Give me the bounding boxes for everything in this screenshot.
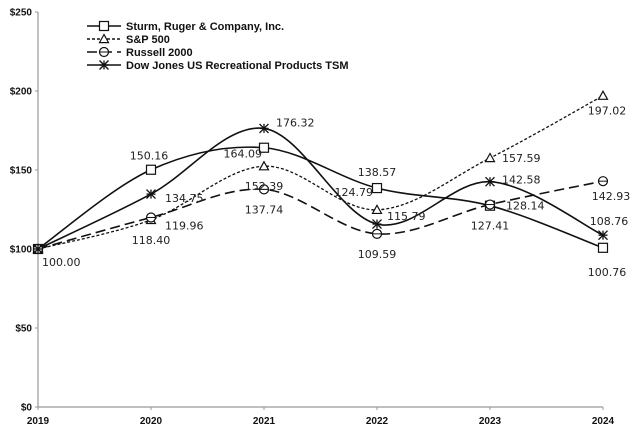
data-point (145, 164, 157, 175)
legend-label: Sturm, Ruger & Company, Inc. (126, 21, 284, 33)
data-label: 134.75 (165, 192, 204, 205)
data-labels: 100.00 150.16 164.09 138.57 127.41 100.76 118.… (42, 105, 630, 279)
data-point (598, 230, 608, 241)
data-point (146, 189, 156, 200)
data-label: 142.58 (502, 174, 541, 187)
square-marker (597, 242, 609, 253)
legend-label: Dow Jones US Recreational Products TSM (126, 60, 349, 72)
data-label: 137.74 (245, 203, 284, 216)
data-point (33, 244, 43, 254)
data-point (597, 242, 609, 253)
y-tick-label: $100 (10, 245, 33, 256)
axes: $0 $50 $100 $150 $200 $250 2019 2020 2021 2022 202… (10, 8, 615, 428)
data-label: 176.32 (276, 116, 315, 129)
legend-item: S&P 500 (87, 33, 170, 46)
data-point (258, 184, 270, 195)
data-label: 164.09 (224, 148, 263, 161)
data-point (371, 204, 383, 215)
data-point (145, 212, 157, 223)
x-tick-label: 2024 (592, 416, 615, 427)
triangle-marker (371, 204, 383, 215)
data-point (258, 142, 270, 153)
x-tick-label: 2021 (253, 416, 276, 427)
legend-label: S&P 500 (126, 34, 170, 46)
legend-swatch-marker (98, 20, 110, 32)
triangle-marker (258, 160, 270, 171)
data-point (485, 176, 495, 187)
data-label: 115.79 (387, 210, 426, 223)
x-tick-label: 2019 (27, 416, 50, 427)
series-line-0 (37, 146, 604, 250)
data-label: 100.00 (42, 256, 81, 269)
data-label: 138.57 (358, 166, 397, 179)
data-label: 119.96 (165, 219, 204, 232)
y-tick-label: $150 (10, 166, 33, 177)
data-point (597, 176, 609, 187)
square-marker (145, 164, 157, 175)
triangle-marker (484, 152, 496, 163)
triangle-marker (98, 33, 110, 44)
data-point (259, 123, 269, 134)
square-marker (371, 182, 383, 194)
x-tick-label: 2020 (140, 416, 163, 427)
x-tick-label: 2023 (479, 416, 502, 427)
square-marker (98, 20, 110, 32)
legend: Sturm, Ruger & Company, Inc.S&P 500Russe… (87, 20, 349, 72)
data-label: 142.93 (592, 190, 631, 203)
legend-item: Dow Jones US Recreational Products TSM (87, 60, 349, 72)
legend-item: Sturm, Ruger & Company, Inc. (87, 20, 284, 33)
series-line-1 (37, 95, 604, 250)
data-point (372, 219, 382, 230)
data-point (597, 89, 609, 100)
legend-swatch-marker (98, 46, 110, 58)
data-label: 128.14 (506, 200, 545, 213)
data-label: 152.39 (245, 180, 284, 193)
data-label: 108.76 (590, 215, 629, 228)
legend-label: Russell 2000 (126, 47, 193, 59)
data-point (371, 228, 383, 239)
data-point (484, 199, 496, 210)
square-marker (258, 142, 270, 153)
x-tick-label: 2022 (366, 416, 389, 427)
legend-swatch-marker (99, 60, 109, 70)
data-point (484, 152, 496, 163)
data-label: 109.59 (358, 248, 397, 261)
data-label: 124.79 (335, 186, 374, 199)
y-tick-label: $50 (15, 324, 32, 335)
data-label: 118.40 (132, 234, 171, 247)
series-line-3 (37, 127, 604, 250)
y-tick-label: $250 (10, 8, 33, 19)
data-label: 157.59 (502, 152, 541, 165)
series-markers (32, 89, 609, 255)
data-point (371, 182, 383, 194)
data-label: 150.16 (130, 150, 169, 163)
series-lines (37, 95, 604, 250)
data-point (258, 160, 270, 171)
triangle-marker (597, 89, 609, 100)
legend-swatch-marker (98, 33, 110, 44)
y-tick-label: $0 (21, 403, 33, 414)
legend-item: Russell 2000 (87, 46, 193, 59)
data-label: 197.02 (588, 105, 627, 118)
y-tick-label: $200 (10, 87, 33, 98)
data-label: 100.76 (588, 266, 627, 279)
data-label: 127.41 (471, 220, 510, 233)
series-line-2 (37, 180, 604, 250)
